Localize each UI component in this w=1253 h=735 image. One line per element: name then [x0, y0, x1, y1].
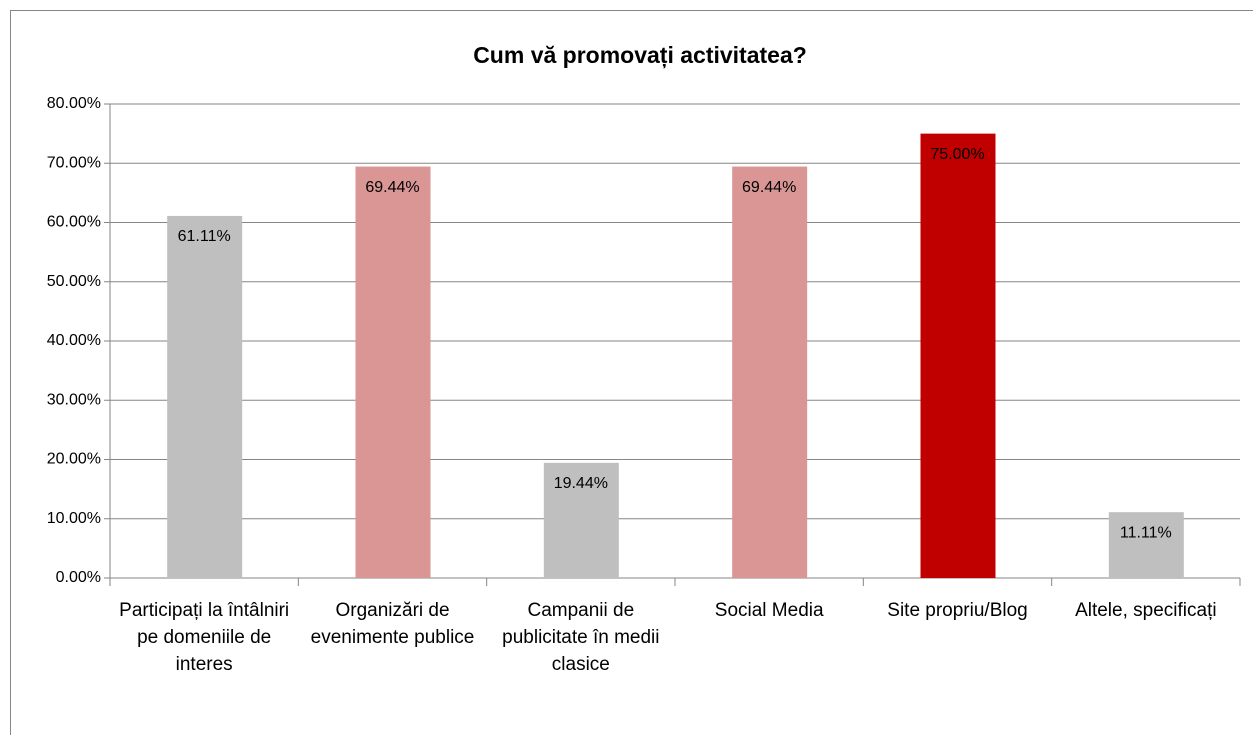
chart-title: Cum vă promovați activitatea?: [473, 42, 807, 69]
y-tick-label: 80.00%: [47, 95, 101, 112]
y-tick-label: 60.00%: [47, 214, 101, 231]
x-tick-label: Site propriu/Blog: [887, 600, 1028, 621]
bar: [543, 462, 619, 578]
y-tick-label: 0.00%: [56, 569, 101, 586]
y-tick-label: 30.00%: [47, 391, 101, 408]
bar: [355, 166, 431, 578]
bar: [1108, 512, 1184, 578]
y-tick-label: 40.00%: [47, 332, 101, 349]
data-label: 69.44%: [742, 179, 796, 196]
x-tick-label: Campanii de publicitate în medii clasice: [502, 600, 660, 675]
data-label: 69.44%: [365, 179, 419, 196]
data-label: 19.44%: [554, 475, 608, 492]
bar: [167, 215, 243, 578]
data-label: 11.11%: [1120, 524, 1172, 541]
x-tick-label: Organizări de evenimente publice: [310, 600, 475, 648]
x-tick-label: Social Media: [714, 600, 824, 621]
chart-frame: [10, 10, 1253, 735]
bar: [732, 166, 808, 578]
bar: [920, 133, 996, 578]
data-label: 61.11%: [178, 228, 231, 245]
data-label: 75.00%: [930, 146, 984, 163]
y-tick-label: 50.00%: [47, 273, 101, 290]
y-tick-label: 70.00%: [47, 154, 101, 171]
x-tick-label: Participați la întâlniri pe domeniile de…: [119, 600, 290, 675]
y-tick-label: 20.00%: [47, 451, 101, 468]
x-tick-label: Altele, specificați: [1075, 600, 1217, 621]
y-tick-label: 10.00%: [47, 510, 101, 527]
